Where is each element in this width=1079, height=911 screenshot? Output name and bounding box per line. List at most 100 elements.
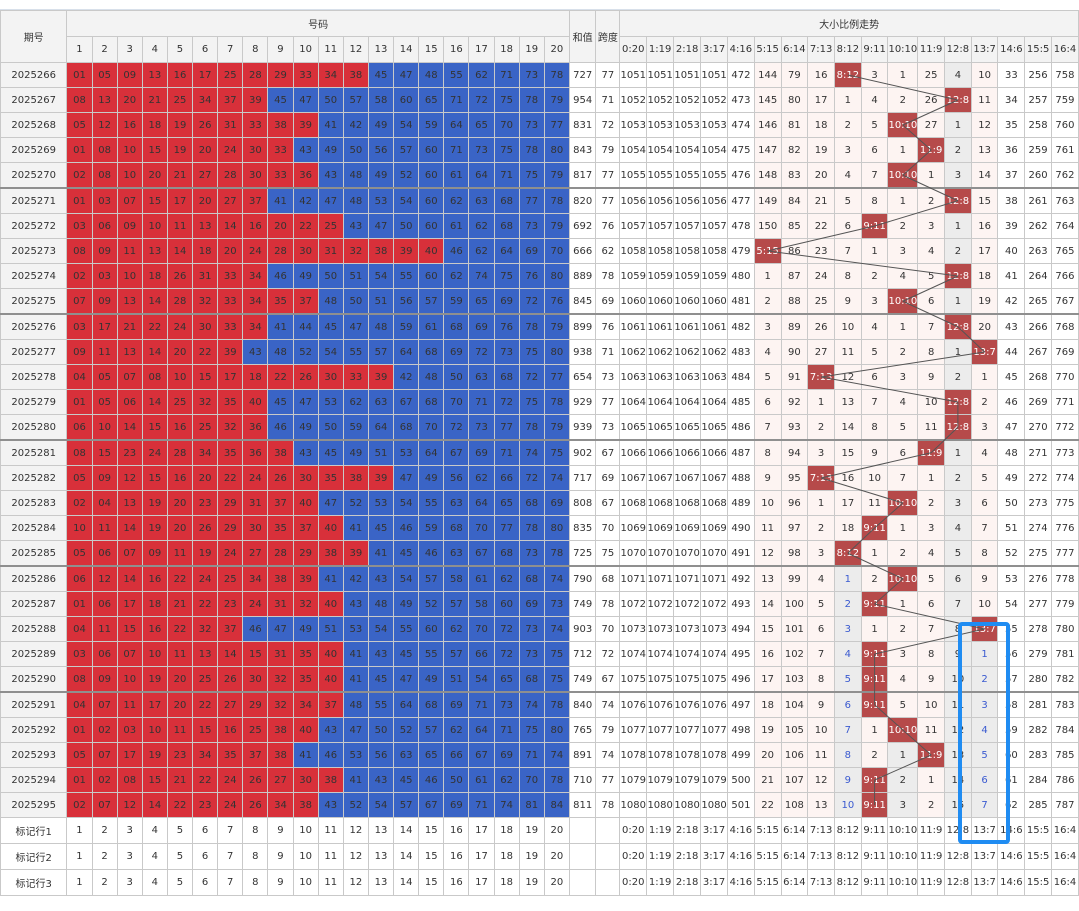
marker-ratio-cell[interactable]: 14:6: [997, 817, 1026, 844]
table-row[interactable]: 2025288 04 11 15 16 22 32 37 46 47 49 51 53 54 55 60 62 7…: [0, 616, 1079, 642]
marker-ratio-cell[interactable]: 3:17: [700, 843, 729, 870]
marker-number-cell[interactable]: 14: [393, 869, 420, 896]
marker-number-cell[interactable]: 1: [66, 817, 93, 844]
marker-ratio-cell[interactable]: 16:4: [1050, 869, 1079, 896]
marker-number-cell[interactable]: 11: [317, 843, 344, 870]
marker-ratio-cell[interactable]: 10:10: [887, 869, 919, 896]
marker-row-label[interactable]: 标记行3: [0, 869, 68, 896]
marker-ratio-cell[interactable]: 15:5: [1024, 869, 1052, 896]
marker-ratio-cell[interactable]: 2:18: [673, 843, 702, 870]
table-row[interactable]: 2025271 01 03 07 15 17 20 27 37 41 42 47 48 53 54 60 62 6…: [0, 187, 1079, 214]
table-row[interactable]: 2025287 01 06 17 18 21 22 23 24 31 32 40 43 48 49 52 57 5…: [0, 591, 1079, 617]
marker-ratio-cell[interactable]: 13:7: [970, 869, 999, 896]
marker-number-cell[interactable]: 6: [192, 843, 219, 870]
marker-number-cell[interactable]: 18: [493, 843, 520, 870]
marker-number-cell[interactable]: 3: [116, 869, 143, 896]
marker-ratio-cell[interactable]: 16:4: [1050, 843, 1079, 870]
marker-ratio-cell[interactable]: 2:18: [673, 869, 702, 896]
span-header[interactable]: 跨度: [595, 10, 621, 63]
marker-number-cell[interactable]: 13: [367, 843, 395, 870]
marker-number-cell[interactable]: 5: [166, 869, 194, 896]
marker-number-cell[interactable]: 12: [342, 817, 369, 844]
marker-number-cell[interactable]: 15: [418, 869, 445, 896]
marker-number-cell[interactable]: 19: [518, 843, 545, 870]
marker-number-cell[interactable]: 10: [292, 843, 319, 870]
marker-row[interactable]: 标记行2 1 2 3 4 5 6 7 8 9 10 11 12 13 14 15 16 17 18 19 20 0:20 1…: [0, 843, 1079, 870]
marker-row-label[interactable]: 标记行1: [0, 817, 68, 844]
marker-ratio-cell[interactable]: 3:17: [700, 869, 729, 896]
marker-ratio-cell[interactable]: 4:16: [727, 817, 755, 844]
table-row[interactable]: 2025282 05 09 12 15 16 20 22 24 26 30 35 38 39 47 49 56 6…: [0, 465, 1079, 491]
marker-ratio-cell[interactable]: 7:13: [807, 843, 835, 870]
marker-number-cell[interactable]: 6: [192, 869, 219, 896]
marker-number-cell[interactable]: 7: [217, 817, 244, 844]
marker-number-cell[interactable]: 2: [91, 843, 118, 870]
marker-number-cell[interactable]: 19: [518, 817, 545, 844]
table-row[interactable]: 2025273 08 09 11 13 14 18 20 24 28 30 31 32 38 39 40 46 6…: [0, 238, 1079, 264]
marker-ratio-cell[interactable]: 16:4: [1050, 817, 1079, 844]
table-row[interactable]: 2025270 02 08 10 20 21 27 28 30 33 36 43 48 49 52 60 61 6…: [0, 162, 1079, 189]
marker-number-cell[interactable]: 5: [166, 843, 194, 870]
marker-number-cell[interactable]: 18: [493, 817, 520, 844]
marker-number-cell[interactable]: 10: [292, 869, 319, 896]
marker-ratio-cell[interactable]: 4:16: [727, 869, 755, 896]
marker-ratio-cell[interactable]: 15:5: [1024, 843, 1052, 870]
marker-ratio-cell[interactable]: 2:18: [673, 817, 702, 844]
marker-number-cell[interactable]: 8: [242, 869, 269, 896]
marker-ratio-cell[interactable]: 8:12: [833, 817, 862, 844]
marker-ratio-cell[interactable]: 7:13: [807, 869, 835, 896]
marker-ratio-cell[interactable]: 11:9: [917, 817, 946, 844]
marker-number-cell[interactable]: 18: [493, 869, 520, 896]
marker-ratio-cell[interactable]: 6:14: [780, 843, 809, 870]
marker-ratio-cell[interactable]: 0:20: [619, 843, 648, 870]
marker-ratio-cell[interactable]: 9:11: [860, 817, 889, 844]
table-row[interactable]: 2025279 01 05 06 14 25 32 35 40 45 47 53 62 63 67 68 70 7…: [0, 389, 1079, 415]
marker-number-cell[interactable]: 9: [267, 817, 294, 844]
marker-ratio-cell[interactable]: 10:10: [887, 843, 919, 870]
marker-ratio-cell[interactable]: 13:7: [970, 843, 999, 870]
marker-number-cell[interactable]: 19: [518, 869, 545, 896]
table-row[interactable]: 2025272 03 06 09 10 11 13 14 16 20 22 25 43 47 50 60 61 6…: [0, 213, 1079, 239]
marker-number-cell[interactable]: 3: [116, 843, 143, 870]
marker-ratio-cell[interactable]: 10:10: [887, 817, 919, 844]
marker-number-cell[interactable]: 12: [342, 869, 369, 896]
marker-ratio-cell[interactable]: 12:8: [944, 843, 972, 870]
marker-ratio-cell[interactable]: 9:11: [860, 869, 889, 896]
marker-number-cell[interactable]: 10: [292, 817, 319, 844]
marker-ratio-cell[interactable]: 1:19: [646, 817, 675, 844]
marker-number-cell[interactable]: 7: [217, 869, 244, 896]
marker-ratio-cell[interactable]: 4:16: [727, 843, 755, 870]
marker-number-cell[interactable]: 17: [468, 817, 495, 844]
table-row[interactable]: 2025277 09 11 13 14 20 22 39 43 48 52 54 55 57 64 68 69 7…: [0, 339, 1079, 365]
marker-ratio-cell[interactable]: 15:5: [1024, 817, 1052, 844]
table-row[interactable]: 2025284 10 11 14 19 20 26 29 30 35 37 40 41 45 46 59 68 7…: [0, 515, 1079, 541]
marker-ratio-cell[interactable]: 5:15: [753, 869, 782, 896]
table-row[interactable]: 2025290 08 09 10 19 20 25 26 30 32 35 40 41 45 47 49 51 5…: [0, 666, 1079, 693]
marker-row-label[interactable]: 标记行2: [0, 843, 68, 870]
marker-number-cell[interactable]: 14: [393, 817, 420, 844]
marker-ratio-cell[interactable]: 8:12: [833, 843, 862, 870]
marker-ratio-cell[interactable]: 6:14: [780, 817, 809, 844]
table-row[interactable]: 2025292 01 02 03 10 11 15 16 25 38 40 43 47 50 52 57 62 6…: [0, 717, 1079, 743]
marker-number-cell[interactable]: 13: [367, 869, 395, 896]
table-row[interactable]: 2025291 04 07 11 17 20 22 27 29 32 34 37 48 55 64 68 69 7…: [0, 691, 1079, 718]
marker-number-cell[interactable]: 4: [141, 817, 168, 844]
marker-number-cell[interactable]: 9: [267, 869, 294, 896]
table-row[interactable]: 2025280 06 10 14 15 16 25 32 36 46 49 50 59 64 68 70 72 7…: [0, 414, 1079, 441]
table-row[interactable]: 2025275 07 09 13 14 28 32 33 34 35 37 48 50 51 56 57 59 6…: [0, 288, 1079, 315]
marker-number-cell[interactable]: 13: [367, 817, 395, 844]
marker-number-cell[interactable]: 8: [242, 817, 269, 844]
marker-row[interactable]: 标记行1 1 2 3 4 5 6 7 8 9 10 11 12 13 14 15 16 17 18 19 20 0:20 1…: [0, 817, 1079, 844]
sum-header[interactable]: 和值: [568, 10, 597, 63]
marker-number-cell[interactable]: 1: [66, 869, 93, 896]
marker-number-cell[interactable]: 20: [543, 817, 570, 844]
table-row[interactable]: 2025286 06 12 14 16 22 24 25 34 38 39 41 42 43 54 57 58 6…: [0, 565, 1079, 592]
table-row[interactable]: 2025293 05 07 17 19 23 34 35 37 38 41 46 53 56 63 65 66 6…: [0, 742, 1079, 768]
marker-number-cell[interactable]: 2: [91, 817, 118, 844]
marker-number-cell[interactable]: 4: [141, 843, 168, 870]
table-row[interactable]: 2025269 01 08 10 15 19 20 24 30 33 43 49 50 56 57 60 71 7…: [0, 137, 1079, 163]
marker-number-cell[interactable]: 3: [116, 817, 143, 844]
marker-number-cell[interactable]: 17: [468, 869, 495, 896]
table-row[interactable]: 2025278 04 05 07 08 10 15 17 18 22 26 30 33 39 42 48 50 6…: [0, 364, 1079, 390]
marker-ratio-cell[interactable]: 1:19: [646, 843, 675, 870]
